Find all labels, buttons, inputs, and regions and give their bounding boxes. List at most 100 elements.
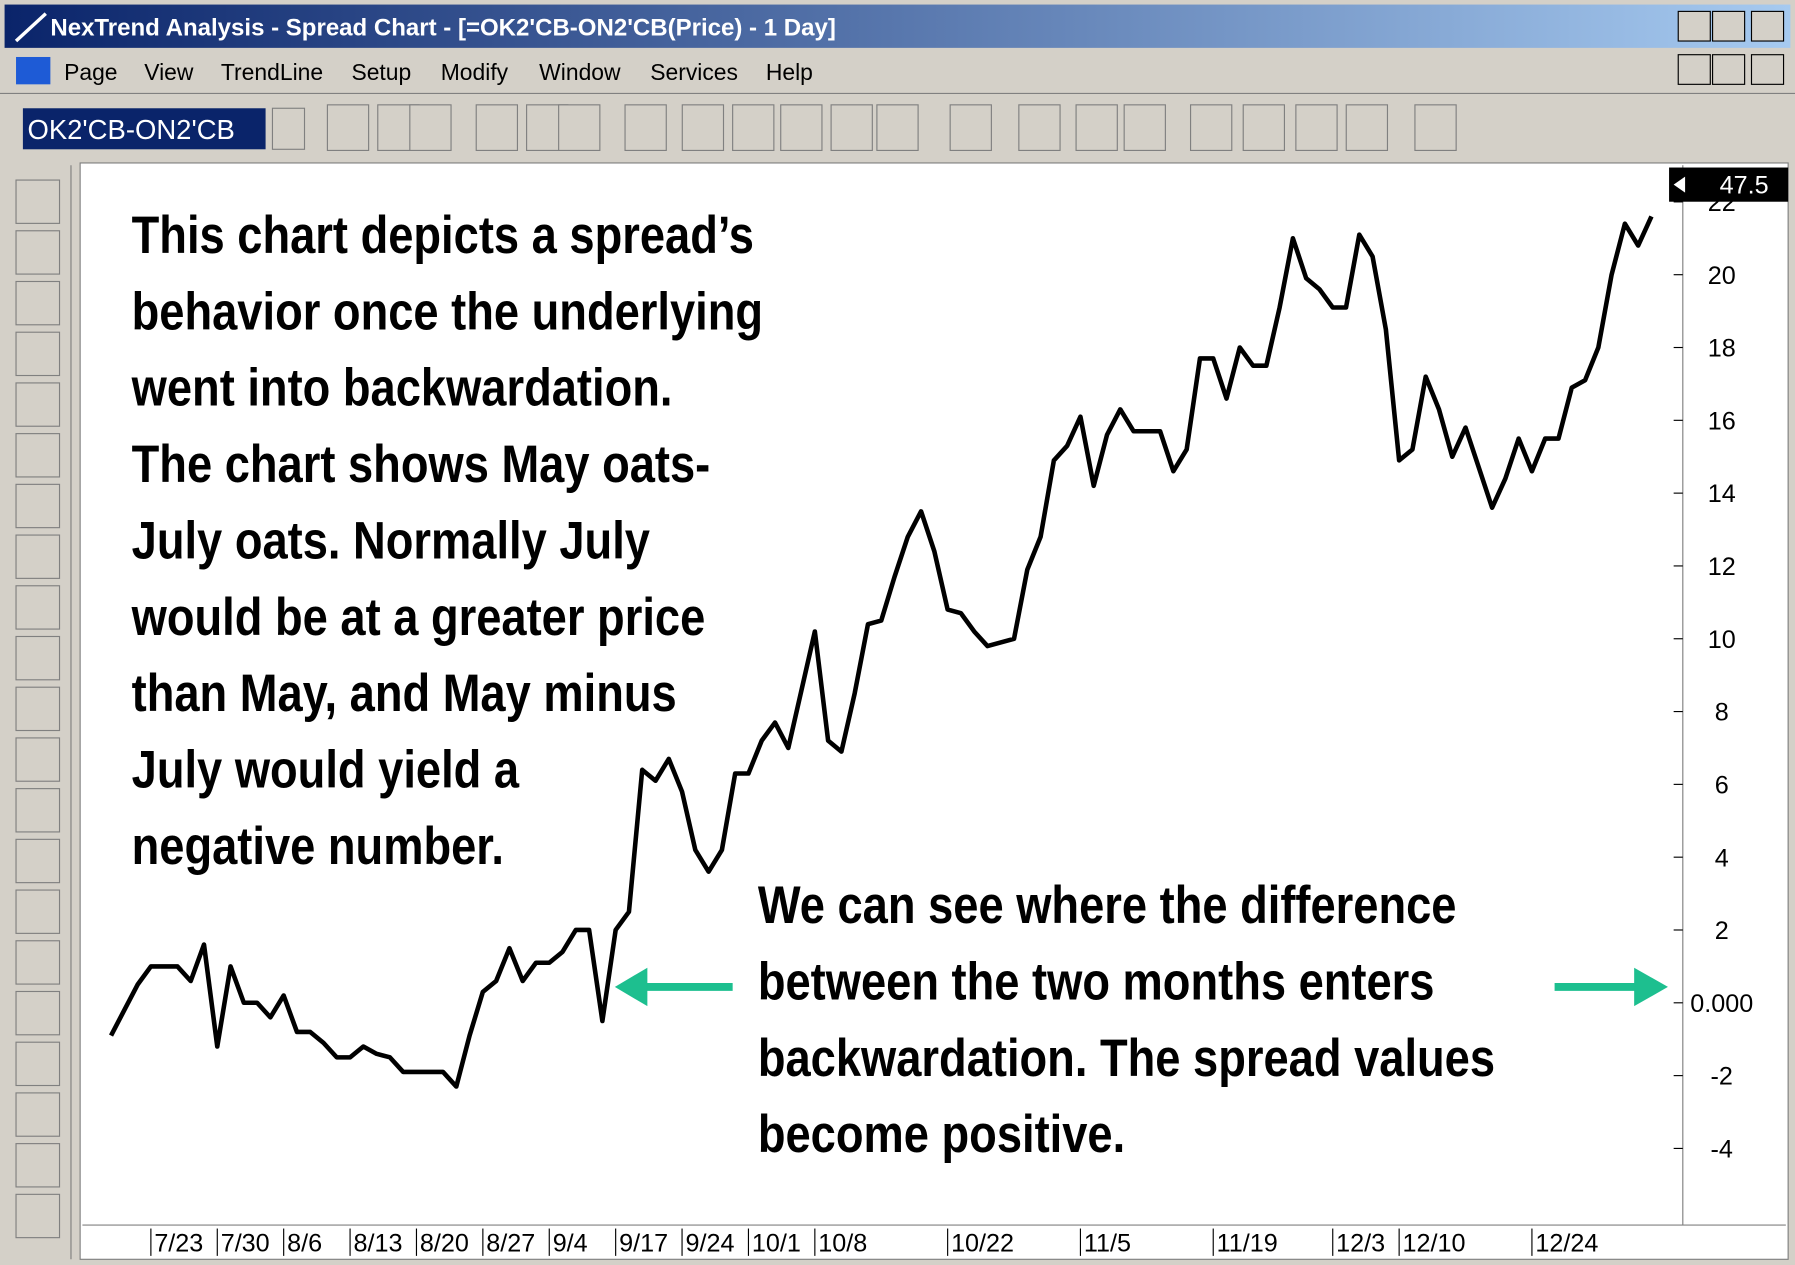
y-tick-label: -4 <box>1711 1136 1733 1164</box>
tool-button[interactable] <box>15 534 61 579</box>
x-tick-label: 9/4 <box>553 1229 588 1257</box>
maximize[interactable] <box>1712 10 1746 42</box>
y-tick-label: 6 <box>1715 772 1729 800</box>
tool-button[interactable] <box>15 838 61 884</box>
y-tick-label: 0.000 <box>1690 990 1753 1018</box>
y-tick-label: 14 <box>1708 480 1736 508</box>
symbol-box[interactable] <box>22 108 266 150</box>
annotation: This chart depicts a spread’s behavior on… <box>131 207 763 876</box>
menu-item[interactable]: Window <box>539 59 621 85</box>
menu-item[interactable]: Help <box>766 59 813 85</box>
child-maximize[interactable] <box>1712 54 1746 85</box>
annotation-line: behavior once the underlying <box>132 283 763 341</box>
tool-button[interactable] <box>15 635 61 681</box>
tool-button[interactable] <box>732 104 775 152</box>
annotation-line: become positive. <box>758 1106 1125 1164</box>
x-tick-label: 8/6 <box>287 1229 322 1257</box>
side-toolbar <box>15 179 61 1239</box>
tool-button[interactable] <box>15 990 61 1036</box>
minimize[interactable] <box>1677 10 1711 42</box>
x-tick-label: 8/27 <box>486 1229 535 1257</box>
menu-item[interactable]: TrendLine <box>221 59 323 85</box>
x-tick-label: 10/1 <box>752 1229 801 1257</box>
tool-button[interactable] <box>15 889 61 934</box>
window-buttons[interactable] <box>1677 10 1785 85</box>
tool-button[interactable] <box>15 737 61 782</box>
arrows <box>614 967 1668 1007</box>
menu-icon <box>16 56 51 85</box>
menu-item[interactable]: Page <box>64 59 117 85</box>
x-tick-label: 12/24 <box>1535 1229 1598 1257</box>
menu-item[interactable]: Modify <box>441 59 509 85</box>
tool-button[interactable] <box>15 280 61 326</box>
annotation-line: This chart depicts a spread’s <box>132 207 754 265</box>
y-tick-label: 12 <box>1708 553 1736 581</box>
y-tick-label: 18 <box>1708 335 1736 363</box>
x-tick-label: 7/30 <box>221 1229 270 1257</box>
tool-button[interactable] <box>475 104 519 152</box>
annotation-line: The chart shows May oats- <box>132 436 711 494</box>
close[interactable] <box>1750 10 1785 42</box>
window-title: NexTrend Analysis - Spread Chart - [=OK2… <box>50 14 835 41</box>
x-tick-label: 10/22 <box>951 1229 1014 1257</box>
title-bar <box>4 4 1791 48</box>
tool-button[interactable] <box>15 1092 61 1137</box>
tool-button[interactable] <box>1123 104 1166 152</box>
tool-button[interactable] <box>1414 104 1457 152</box>
tool-button[interactable] <box>1075 104 1118 152</box>
tool-button[interactable] <box>409 104 452 152</box>
menu-item[interactable]: View <box>144 59 194 85</box>
tool-button[interactable] <box>1189 104 1233 152</box>
tool-button[interactable] <box>1295 104 1338 152</box>
price-marker-label: 47.5 <box>1720 172 1769 200</box>
tool-button[interactable] <box>681 104 725 152</box>
child-minimize[interactable] <box>1677 54 1711 85</box>
tool-button[interactable] <box>624 104 667 152</box>
x-tick-label: 9/24 <box>685 1229 734 1257</box>
x-tick-label: 9/17 <box>619 1229 668 1257</box>
price-marker <box>1669 167 1789 202</box>
menu-item[interactable]: Services <box>650 59 738 85</box>
price-marker-arrow <box>1673 176 1686 193</box>
annotation-line: We can see where the difference <box>758 877 1457 935</box>
child-close[interactable] <box>1750 54 1785 85</box>
tool-button[interactable] <box>15 331 61 377</box>
y-tick-label: 10 <box>1708 626 1736 654</box>
tool-button[interactable] <box>15 1041 61 1087</box>
tool-button[interactable] <box>326 104 370 152</box>
y-tick-label: 8 <box>1715 699 1729 727</box>
menu-item[interactable]: Setup <box>351 59 411 85</box>
tool-button[interactable] <box>780 104 823 152</box>
dropdown[interactable] <box>271 107 306 150</box>
tool-button[interactable] <box>949 104 992 152</box>
tool-button[interactable] <box>15 1193 61 1239</box>
tool-button[interactable] <box>15 940 61 985</box>
chart-area <box>79 162 1789 1260</box>
annotation-line: July would yield a <box>132 741 520 799</box>
annotation-line: went into backwardation. <box>131 360 673 418</box>
x-tick-label: 8/13 <box>354 1229 403 1257</box>
tool-button[interactable] <box>1242 104 1286 152</box>
tool-button[interactable] <box>876 104 919 152</box>
tool-button[interactable] <box>15 686 61 732</box>
y-tick-label: 20 <box>1708 262 1736 290</box>
arrowhead <box>614 967 648 1007</box>
tool-button[interactable] <box>15 1143 61 1188</box>
annotation-line: between the two months enters <box>758 953 1435 1011</box>
tool-button[interactable] <box>15 483 61 529</box>
tool-button[interactable] <box>15 382 61 427</box>
tool-button[interactable] <box>15 179 61 224</box>
tool-button[interactable] <box>15 230 61 275</box>
tool-button[interactable] <box>558 104 601 152</box>
arrowhead <box>1634 967 1668 1007</box>
symbol: OK2'CB-ON2'CB <box>27 114 234 145</box>
tool-button[interactable] <box>830 104 873 152</box>
tool-button[interactable] <box>15 433 61 478</box>
tool-button[interactable] <box>15 585 61 630</box>
tool-button[interactable] <box>15 788 61 833</box>
menu-bar: Page View TrendLine Setup Modify Window Servic… <box>64 59 813 85</box>
tool-button[interactable] <box>1018 104 1061 152</box>
annotation: We can see where the difference between t… <box>758 877 1495 1164</box>
tool-button[interactable] <box>1345 104 1389 152</box>
